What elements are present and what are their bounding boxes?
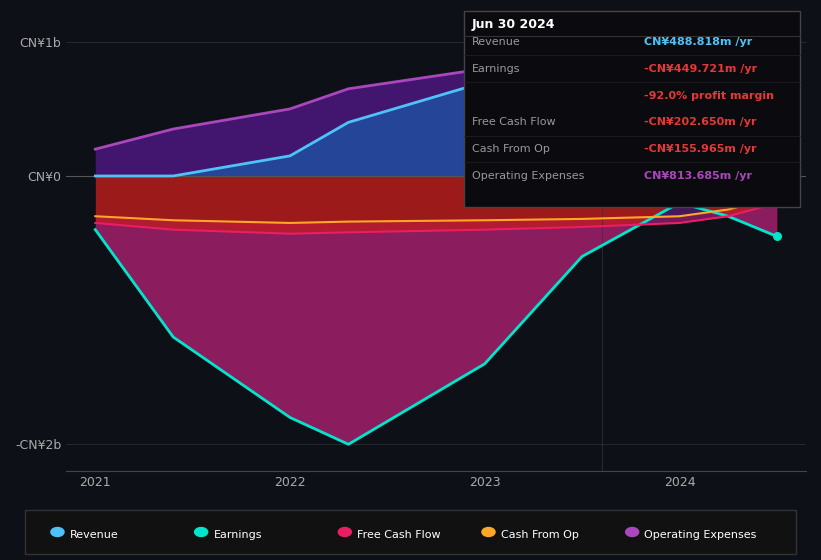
Text: Earnings: Earnings	[213, 530, 262, 540]
Text: -CN¥155.965m /yr: -CN¥155.965m /yr	[644, 144, 757, 155]
Point	[770, 106, 783, 115]
Text: Jun 30 2024: Jun 30 2024	[472, 18, 556, 31]
Text: Operating Expenses: Operating Expenses	[644, 530, 757, 540]
Point	[770, 193, 783, 202]
Text: -CN¥449.721m /yr: -CN¥449.721m /yr	[644, 64, 758, 74]
Text: -CN¥202.650m /yr: -CN¥202.650m /yr	[644, 118, 757, 128]
Text: Free Cash Flow: Free Cash Flow	[472, 118, 556, 128]
Text: CN¥488.818m /yr: CN¥488.818m /yr	[644, 37, 753, 47]
Text: Cash From Op: Cash From Op	[501, 530, 579, 540]
Text: Free Cash Flow: Free Cash Flow	[357, 530, 441, 540]
Text: -92.0% profit margin: -92.0% profit margin	[644, 91, 774, 101]
Text: Cash From Op: Cash From Op	[472, 144, 550, 155]
Text: CN¥813.685m /yr: CN¥813.685m /yr	[644, 171, 753, 181]
Text: Revenue: Revenue	[472, 37, 521, 47]
Text: Operating Expenses: Operating Expenses	[472, 171, 585, 181]
Point	[770, 232, 783, 241]
Point	[770, 199, 783, 208]
Text: Revenue: Revenue	[70, 530, 118, 540]
Point	[770, 62, 783, 71]
Text: Earnings: Earnings	[472, 64, 521, 74]
